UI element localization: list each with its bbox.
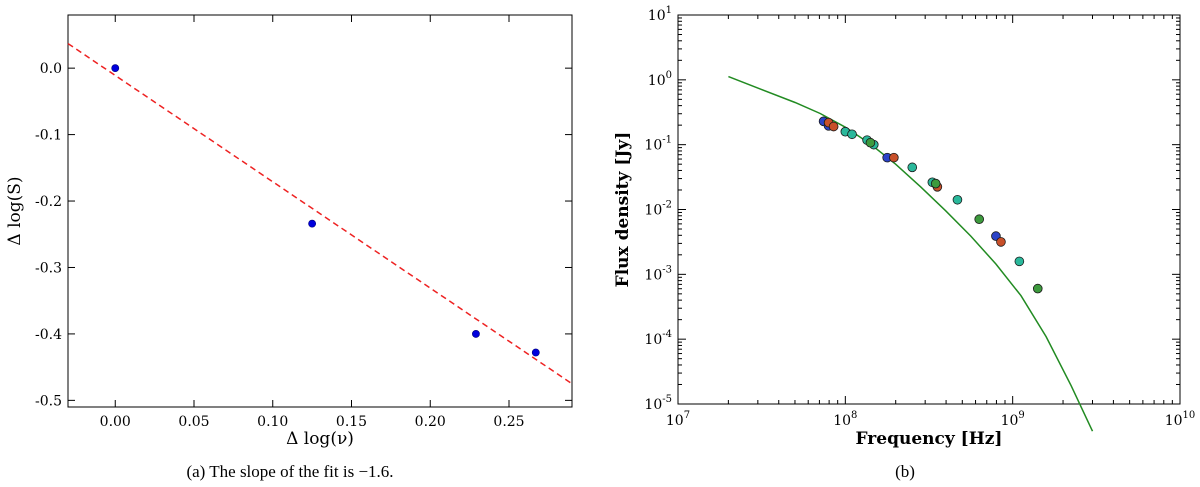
x-tick-label: 1010 <box>1165 410 1196 429</box>
fit-line <box>67 42 573 385</box>
chart-panel-b: 107 108 109 1010 10-5 10-4 10-3 10-2 10-1 100 101 F… <box>613 5 1195 481</box>
y-tick-label: -0.4 <box>35 327 62 343</box>
x-axis-label: Δ log(ν) <box>286 429 354 449</box>
data-point-teal <box>907 162 918 173</box>
chart-panel-a: 0.00 0.05 0.10 0.15 0.20 0.25 0.0 -0.1 -0.2 -0.3 -… <box>5 14 573 481</box>
model-curve <box>728 75 1094 432</box>
x-axis-label: Frequency [Hz] <box>856 429 1003 449</box>
y-tick-label: -0.1 <box>35 128 62 144</box>
x-tick-label: 0.20 <box>415 414 446 430</box>
x-tick-label: 107 <box>666 410 690 429</box>
x-tick-label: 0.00 <box>100 414 131 430</box>
x-tick-label: 108 <box>833 410 857 429</box>
caption-a: (a) The slope of the fit is −1.6. <box>186 462 393 481</box>
data-point <box>111 64 120 73</box>
y-tick-label: 10-2 <box>644 200 672 219</box>
data-point-red <box>996 237 1006 247</box>
data-point <box>308 219 317 228</box>
y-tick-label: 10-1 <box>644 135 672 154</box>
x-tick-label: 0.25 <box>493 414 524 430</box>
y-tick-label: 10-3 <box>644 264 672 283</box>
data-point-teal <box>952 194 963 205</box>
y-tick-label: 100 <box>648 70 672 89</box>
y-tick-label: 10-5 <box>644 394 672 413</box>
data-point-green <box>865 137 876 148</box>
plot-frame <box>67 14 573 408</box>
data-point-red <box>889 152 899 163</box>
x-tick-label: 0.10 <box>257 414 288 430</box>
caption-b: (b) <box>895 462 915 481</box>
x-tick-label: 0.15 <box>336 414 367 430</box>
y-tick-label: 0.0 <box>40 61 62 77</box>
data-point <box>472 330 480 338</box>
data-point-green <box>974 214 984 225</box>
data-point-green <box>1032 283 1043 294</box>
y-tick-label: -0.3 <box>35 260 62 276</box>
x-tick-label: 0.05 <box>178 414 209 430</box>
y-tick-label: -0.5 <box>35 393 62 409</box>
x-tick-label: 109 <box>1001 410 1025 429</box>
y-tick-label: -0.2 <box>35 194 62 210</box>
y-axis-label: Δ log(S) <box>5 176 25 245</box>
plot-frame <box>677 14 1181 405</box>
data-point-teal <box>847 129 857 140</box>
y-tick-label: 101 <box>648 5 672 24</box>
y-tick-label: 10-4 <box>644 329 672 348</box>
y-axis-label: Flux density [Jy] <box>613 132 633 288</box>
data-point-green <box>930 178 941 189</box>
data-point-teal <box>1014 256 1025 267</box>
data-point <box>531 348 540 357</box>
data-point-red <box>828 121 839 132</box>
